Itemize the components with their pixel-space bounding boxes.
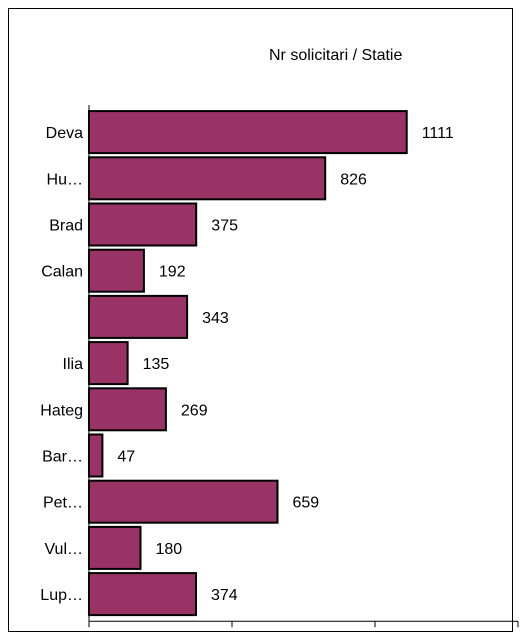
bar bbox=[88, 387, 167, 432]
axes-group bbox=[88, 105, 519, 628]
data-label: 659 bbox=[293, 495, 320, 512]
data-label: 47 bbox=[117, 449, 135, 466]
bar bbox=[88, 341, 129, 386]
data-label: 343 bbox=[202, 310, 229, 327]
category-label: Deva bbox=[46, 125, 83, 142]
data-label: 269 bbox=[181, 402, 208, 419]
bar bbox=[88, 110, 408, 155]
data-label: 192 bbox=[159, 264, 186, 281]
chart-title: Nr solicitari / Statie bbox=[269, 47, 403, 64]
category-label: Hu… bbox=[47, 171, 83, 188]
data-label: 375 bbox=[211, 218, 238, 235]
bar bbox=[88, 433, 104, 478]
data-label: 180 bbox=[156, 541, 183, 558]
category-label: Calan bbox=[41, 264, 83, 281]
labels-group: 1111 Deva 826 Hu… 375 Brad 192 Calan 343 135 Ilia 2… bbox=[40, 125, 454, 604]
bar bbox=[88, 202, 198, 247]
bar bbox=[88, 156, 327, 201]
category-label: Vul… bbox=[44, 541, 83, 558]
category-label: Brad bbox=[49, 218, 83, 235]
data-label: 826 bbox=[340, 171, 367, 188]
category-label: Hateg bbox=[40, 402, 83, 419]
bar bbox=[88, 572, 197, 617]
bar bbox=[88, 248, 145, 293]
bar bbox=[88, 294, 189, 339]
bars-group bbox=[88, 110, 408, 617]
category-label: Ilia bbox=[63, 356, 84, 373]
bar bbox=[88, 525, 142, 570]
category-label: Pet… bbox=[43, 495, 83, 512]
category-label: Lup… bbox=[40, 587, 83, 604]
category-label: Bar… bbox=[42, 449, 83, 466]
data-label: 135 bbox=[143, 356, 170, 373]
bar bbox=[88, 479, 279, 524]
data-label: 1111 bbox=[422, 125, 454, 142]
data-label: 374 bbox=[211, 587, 238, 604]
